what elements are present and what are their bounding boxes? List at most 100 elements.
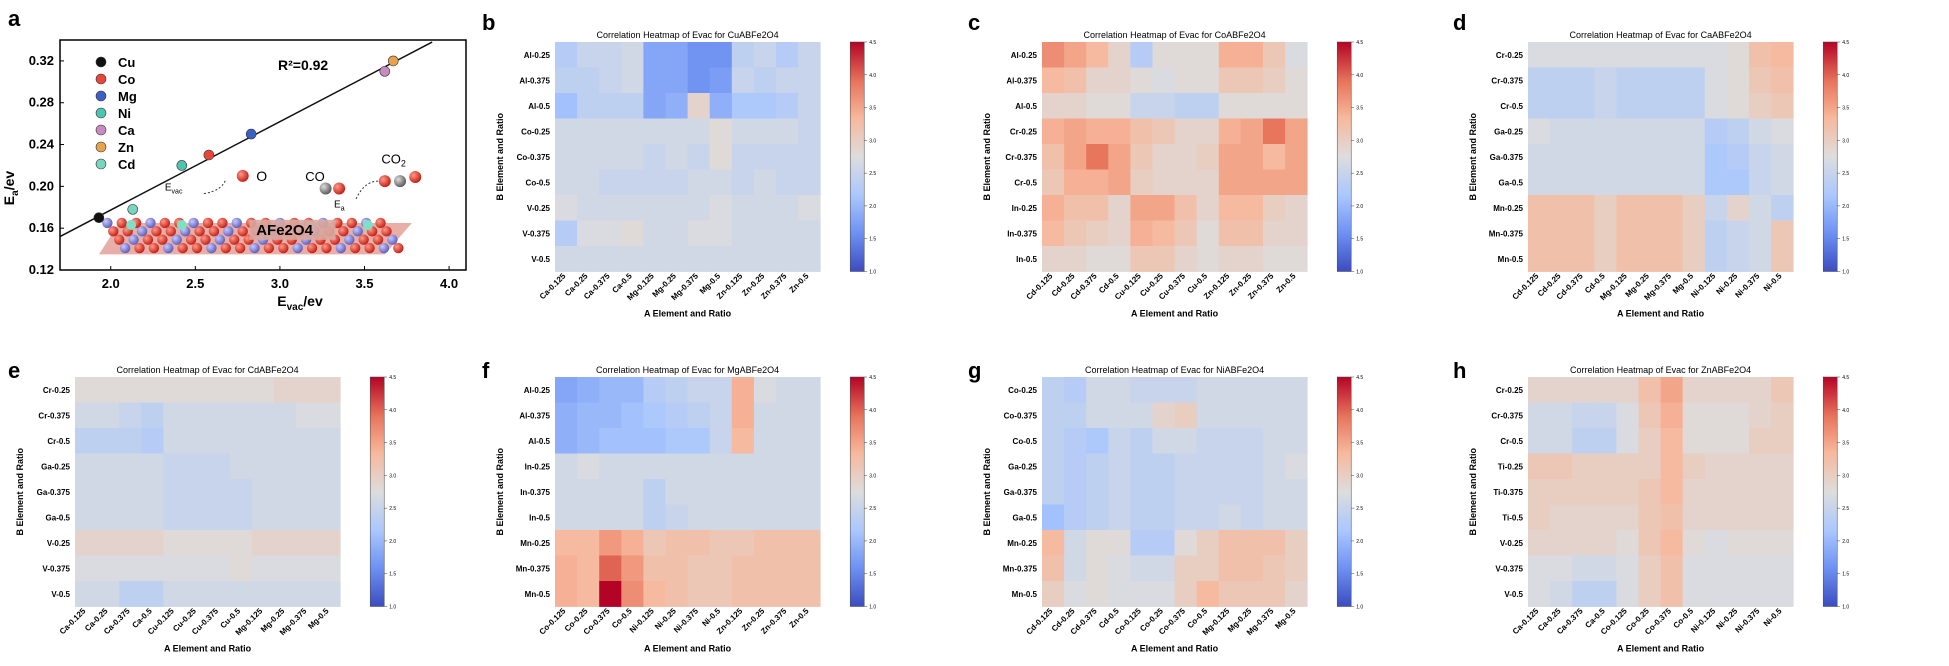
heatmap-cell [273,504,297,531]
heatmap-cell [1528,377,1551,403]
heatmap-cell [97,453,120,480]
heatmap-cell [296,555,319,582]
heatmap-cell [1174,453,1198,480]
heatmap-cell [1616,67,1639,94]
heatmap-cell [296,530,319,556]
heatmap-cell [1042,93,1065,119]
heatmap-cell [1660,555,1684,582]
heatmap-cell [1682,377,1706,403]
heatmap-cell [776,479,799,505]
heatmap-cell [731,453,755,480]
x-tick-label: Zn-0.5 [788,606,811,629]
heatmap-cell [709,220,733,247]
slab-atom [223,226,234,237]
heatmap-cell [776,428,799,454]
colorbar-tick-label: 4.0 [869,73,876,79]
colorbar-tick-label: 3.0 [1356,473,1363,479]
heatmap-cell [119,581,142,607]
colorbar-tick-label: 2.0 [389,539,396,545]
y-tick-label: Cr-0.5 [1500,437,1523,446]
heatmap-cell [251,453,275,480]
heatmap-cell [555,504,578,531]
heatmap-cell [1108,220,1131,247]
x-tick-label: Ca-0.125 [58,606,88,636]
heatmap-cell [599,144,622,170]
x-axis-label: A Element and Ratio [644,644,732,654]
heatmap-cell [1130,144,1153,170]
heatmap-panels: Correlation Heatmap of Evac for CuABFe2O… [15,30,1849,654]
heatmap-cell [1638,144,1661,170]
heatmap-cell [1528,504,1551,531]
legend-label-mg: Mg [118,89,137,104]
heatmap-cell [1152,144,1175,170]
heatmap-e: Correlation Heatmap of Evac for CdABFe2O… [15,365,396,654]
heatmap-cell [296,581,319,607]
y-tick-label: Mn-0.25 [1493,204,1523,213]
heatmap-cell [687,453,711,480]
evac-label: Evac [165,183,183,196]
y-tick-label: V-0.5 [1504,590,1523,599]
heatmap-cell [1704,377,1728,403]
heatmap-cell [621,504,644,531]
heatmap-cell [709,377,733,403]
heatmap-cell [1108,530,1131,556]
colorbar [849,41,865,272]
heatmap-cell [1196,195,1220,221]
slab-atom [206,242,217,254]
heatmap-cell [1550,377,1573,403]
colorbar-tick-label: 2.5 [1356,506,1363,512]
y-tick-label: Al-0.375 [519,76,550,85]
y-tick-label: In-0.375 [1007,229,1037,238]
heatmap-cell [798,246,821,272]
heatmap-cell [621,377,644,403]
y-tick-label: Al-0.375 [519,411,550,420]
y-tick-label: Cr-0.25 [1010,127,1038,136]
heatmap-cell [1152,118,1175,145]
heatmap-cell [1704,530,1728,556]
heatmap-cell [555,169,578,196]
heatmap-cell [1108,555,1131,582]
x-axis-label: A Element and Ratio [644,309,732,319]
legend-marker-zn [95,141,107,153]
heatmap-cell [1064,42,1087,68]
x-tick-label: Zn-0.5 [1275,271,1298,294]
heatmap-cell [1572,144,1595,170]
heatmap-cell [1285,220,1308,247]
colorbar-tick-label: 2.0 [1356,539,1363,545]
heatmap-cell [621,555,644,582]
heatmap-cell [1240,220,1264,247]
heatmap-cell [621,42,644,68]
axis-ticks-a: 2.0 2.5 3.0 3.5 4.0 0.12 0.16 0.20 0.24 0.28 0.32 [29,53,458,291]
colorbar-tick-label: 4.5 [869,375,876,381]
heatmap-cell [1196,93,1220,119]
heatmap-cell [1749,479,1772,505]
heatmap-cell [97,428,120,454]
heatmap-cell [1086,118,1109,145]
colorbar-tick-label: 4.0 [1842,73,1849,79]
svg-text:f: f [482,358,490,383]
heatmap-cell [1130,530,1153,556]
slab-atom [136,226,148,237]
heatmap-cell [1196,453,1220,480]
heatmap-cell [1660,220,1684,247]
heatmap-cell [1263,453,1286,480]
heatmap-cell [1638,479,1661,505]
heatmap-cell [163,453,186,480]
heatmap-cell [665,530,688,556]
heatmap-cell [1616,42,1639,68]
heatmap-cell [1572,67,1595,94]
colorbar-tick-label: 4.0 [1842,408,1849,414]
heatmap-cell [687,504,711,531]
heatmap-cell [1130,402,1153,429]
heatmap-cell [296,402,319,429]
heatmap-cell [1616,581,1639,607]
heatmap-cell [207,453,231,480]
heatmap-cell [1108,118,1131,145]
slab-atom [217,217,228,229]
heatmap-cell [753,377,777,403]
colorbar-tick-label: 1.0 [1842,605,1849,611]
heatmap-cell [1682,195,1706,221]
slab-atom [278,242,289,254]
heatmap-cell [1174,118,1198,145]
heatmap-cell [643,118,666,145]
